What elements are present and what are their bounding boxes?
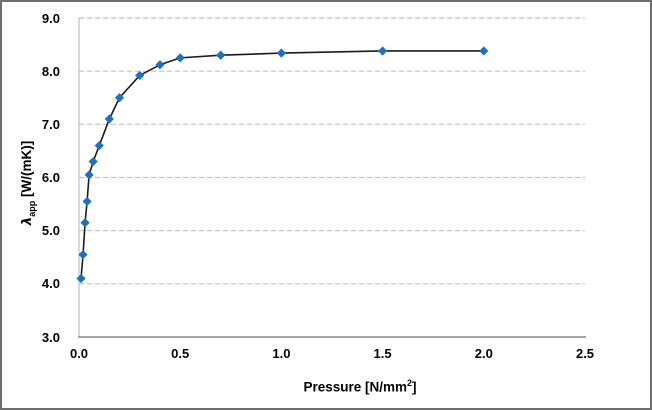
data-point-marker bbox=[479, 46, 489, 56]
data-point-marker bbox=[104, 114, 114, 124]
y-tick-label: 9.0 bbox=[41, 10, 60, 26]
x-tick-label: 2.0 bbox=[474, 346, 493, 361]
x-axis-title-base: Pressure [N/mm bbox=[303, 379, 408, 395]
y-tick-label: 8.0 bbox=[41, 63, 60, 79]
data-point-marker bbox=[78, 249, 88, 260]
y-tick-label: 3.0 bbox=[41, 329, 60, 345]
data-point-marker bbox=[88, 156, 98, 167]
x-tick-label: 0.0 bbox=[69, 346, 89, 361]
data-point-marker bbox=[276, 48, 286, 58]
data-point-marker bbox=[155, 60, 165, 70]
data-point-marker bbox=[216, 50, 226, 60]
data-point-marker bbox=[378, 46, 388, 56]
x-axis-title: Pressure [N/mm2] bbox=[303, 378, 416, 395]
lambda-symbol: λ bbox=[19, 216, 36, 226]
y-tick-label: 5.0 bbox=[41, 223, 60, 239]
data-point-marker bbox=[76, 273, 86, 284]
data-point-marker bbox=[84, 170, 94, 180]
data-point-marker bbox=[114, 93, 125, 103]
data-point-marker bbox=[175, 53, 185, 63]
y-tick-label: 7.0 bbox=[41, 116, 60, 132]
data-point-marker bbox=[135, 70, 145, 81]
x-axis-title-close: ] bbox=[412, 379, 417, 395]
series-line bbox=[80, 50, 484, 279]
y-axis-title-subscript: app bbox=[26, 200, 37, 217]
x-tick-label: 1.5 bbox=[373, 346, 392, 361]
data-point-marker bbox=[94, 141, 104, 151]
data-point-marker bbox=[80, 218, 90, 228]
x-tick-label: 0.5 bbox=[171, 346, 190, 361]
y-tick-label: 6.0 bbox=[41, 170, 60, 185]
y-axis-title-units: [W/(mK)] bbox=[19, 140, 35, 201]
y-axis-title: λapp [W/(mK)] bbox=[19, 141, 37, 226]
x-tick-label: 1.0 bbox=[272, 346, 291, 361]
data-point-marker bbox=[82, 196, 92, 207]
y-tick-label: 4.0 bbox=[41, 276, 60, 292]
x-axis-title-superscript: 2 bbox=[407, 378, 413, 388]
x-tick-label: 2.5 bbox=[575, 346, 595, 361]
